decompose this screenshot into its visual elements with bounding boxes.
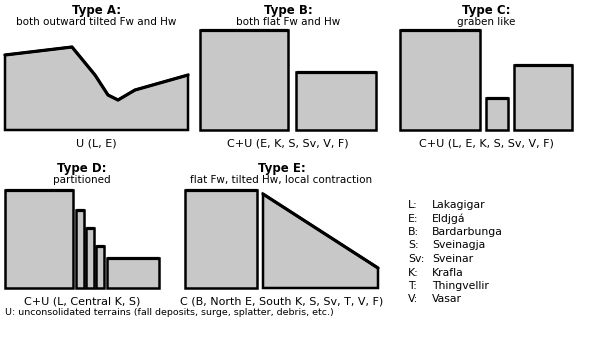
Text: B:: B: [408, 227, 419, 237]
Text: E:: E: [408, 214, 419, 224]
Polygon shape [263, 194, 378, 288]
Bar [107, 258, 159, 288]
Text: Krafla: Krafla [432, 268, 464, 277]
Text: L:: L: [408, 200, 417, 210]
Bar [296, 72, 376, 130]
Bar [200, 30, 288, 130]
Text: T:: T: [408, 281, 417, 291]
Text: V:: V: [408, 295, 418, 304]
Text: graben like: graben like [457, 17, 515, 27]
Text: C (B, North E, South K, S, Sv, T, V, F): C (B, North E, South K, S, Sv, T, V, F) [180, 296, 383, 306]
Bar [5, 190, 73, 288]
Text: Type E:: Type E: [257, 162, 305, 175]
Text: Bardarbunga: Bardarbunga [432, 227, 503, 237]
Bar [400, 30, 480, 130]
Text: flat Fw, tilted Hw, local contraction: flat Fw, tilted Hw, local contraction [190, 175, 372, 185]
Bar [96, 246, 104, 288]
Text: Vasar: Vasar [432, 295, 462, 304]
Text: Sveinagja: Sveinagja [432, 240, 485, 251]
Polygon shape [5, 47, 188, 130]
Text: U (L, E): U (L, E) [76, 138, 117, 148]
Text: Sv:: Sv: [408, 254, 425, 264]
Bar [185, 190, 257, 288]
Bar [486, 98, 508, 130]
Text: K:: K: [408, 268, 419, 277]
Text: Sveinar: Sveinar [432, 254, 473, 264]
Bar [76, 210, 84, 288]
Text: partitioned: partitioned [53, 175, 111, 185]
Text: C+U (L, E, K, S, Sv, V, F): C+U (L, E, K, S, Sv, V, F) [419, 138, 553, 148]
Text: U: unconsolidated terrains (fall deposits, surge, splatter, debris, etc.): U: unconsolidated terrains (fall deposit… [5, 308, 334, 317]
Text: both flat Fw and Hw: both flat Fw and Hw [236, 17, 340, 27]
Bar [514, 65, 572, 130]
Text: S:: S: [408, 240, 419, 251]
Bar [86, 228, 94, 288]
Text: Type D:: Type D: [58, 162, 107, 175]
Text: Type B:: Type B: [264, 4, 313, 17]
Text: Type C:: Type C: [462, 4, 510, 17]
Text: Lakagigar: Lakagigar [432, 200, 486, 210]
Text: both outward tilted Fw and Hw: both outward tilted Fw and Hw [17, 17, 177, 27]
Text: C+U (E, K, S, Sv, V, F): C+U (E, K, S, Sv, V, F) [227, 138, 349, 148]
Text: Type A:: Type A: [72, 4, 121, 17]
Text: Thingvellir: Thingvellir [432, 281, 489, 291]
Text: C+U (L, Central K, S): C+U (L, Central K, S) [24, 296, 140, 306]
Text: Eldjgá: Eldjgá [432, 214, 466, 224]
